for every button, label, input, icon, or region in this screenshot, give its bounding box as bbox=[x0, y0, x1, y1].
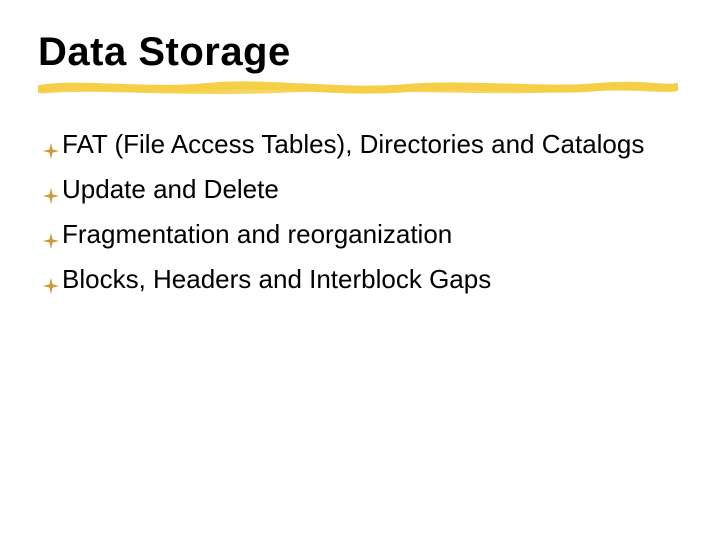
bullet-icon bbox=[42, 132, 60, 170]
bullet-text: Fragmentation and reorganization bbox=[62, 215, 682, 253]
brush-underline-icon bbox=[38, 79, 678, 97]
bullet-text: FAT (File Access Tables), Directories an… bbox=[62, 125, 682, 163]
list-item: FAT (File Access Tables), Directories an… bbox=[42, 125, 682, 170]
slide-title: Data Storage bbox=[38, 30, 682, 75]
bullet-text: Update and Delete bbox=[62, 170, 682, 208]
bullet-icon bbox=[42, 267, 60, 305]
list-item: Blocks, Headers and Interblock Gaps bbox=[42, 260, 682, 305]
title-underline bbox=[38, 79, 682, 97]
slide-body: FAT (File Access Tables), Directories an… bbox=[38, 125, 682, 305]
bullet-icon bbox=[42, 222, 60, 260]
bullet-icon bbox=[42, 177, 60, 215]
list-item: Fragmentation and reorganization bbox=[42, 215, 682, 260]
bullet-text: Blocks, Headers and Interblock Gaps bbox=[62, 260, 682, 298]
list-item: Update and Delete bbox=[42, 170, 682, 215]
slide-container: Data Storage FAT (File Access Tables), D… bbox=[0, 0, 720, 540]
